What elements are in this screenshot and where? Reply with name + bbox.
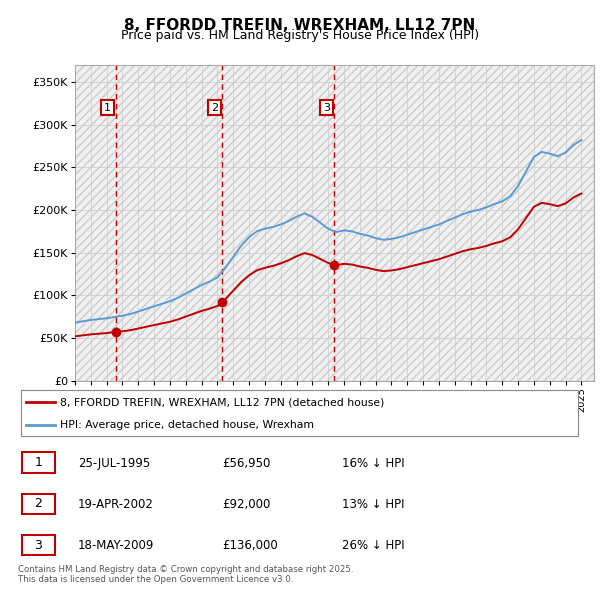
FancyBboxPatch shape (22, 535, 55, 555)
FancyBboxPatch shape (22, 494, 55, 514)
Text: Price paid vs. HM Land Registry's House Price Index (HPI): Price paid vs. HM Land Registry's House … (121, 30, 479, 42)
FancyBboxPatch shape (21, 391, 578, 435)
Text: 18-MAY-2009: 18-MAY-2009 (78, 539, 154, 552)
Text: 13% ↓ HPI: 13% ↓ HPI (342, 498, 404, 511)
Text: £136,000: £136,000 (222, 539, 278, 552)
Text: £56,950: £56,950 (222, 457, 271, 470)
Text: 1: 1 (34, 456, 43, 469)
Text: 3: 3 (34, 539, 43, 552)
Text: 8, FFORDD TREFIN, WREXHAM, LL12 7PN: 8, FFORDD TREFIN, WREXHAM, LL12 7PN (124, 18, 476, 32)
Text: 8, FFORDD TREFIN, WREXHAM, LL12 7PN (detached house): 8, FFORDD TREFIN, WREXHAM, LL12 7PN (det… (60, 397, 385, 407)
Text: 26% ↓ HPI: 26% ↓ HPI (342, 539, 404, 552)
Text: 1: 1 (104, 103, 111, 113)
Text: 16% ↓ HPI: 16% ↓ HPI (342, 457, 404, 470)
Text: 19-APR-2002: 19-APR-2002 (78, 498, 154, 511)
Text: £92,000: £92,000 (222, 498, 271, 511)
Text: 3: 3 (323, 103, 330, 113)
Text: 2: 2 (34, 497, 43, 510)
Text: HPI: Average price, detached house, Wrexham: HPI: Average price, detached house, Wrex… (60, 420, 314, 430)
Text: Contains HM Land Registry data © Crown copyright and database right 2025.
This d: Contains HM Land Registry data © Crown c… (18, 565, 353, 584)
Text: 2: 2 (211, 103, 218, 113)
FancyBboxPatch shape (22, 453, 55, 473)
Text: 25-JUL-1995: 25-JUL-1995 (78, 457, 150, 470)
